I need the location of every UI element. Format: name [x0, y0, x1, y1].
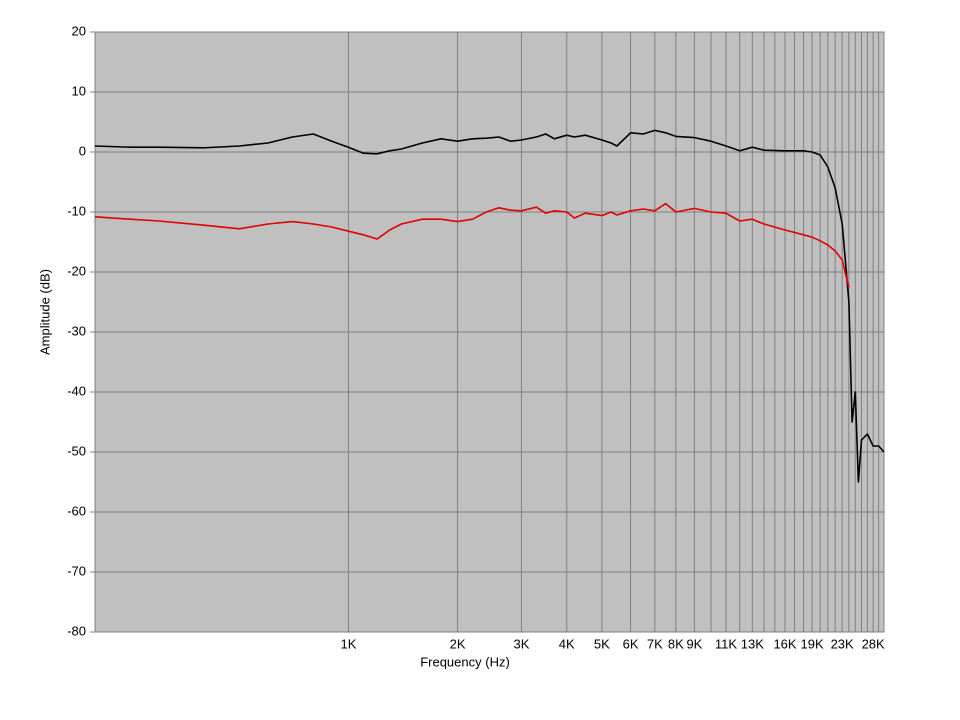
x-tick-label: 8K [668, 636, 684, 651]
y-tick-label: -20 [67, 263, 86, 278]
x-tick-label: 5K [594, 636, 610, 651]
x-tick-label: 23K [831, 636, 854, 651]
y-axis-label: Amplitude (dB) [37, 269, 52, 355]
x-tick-label: 9K [686, 636, 702, 651]
y-tick-label: -40 [67, 383, 86, 398]
y-tick-label: -30 [67, 323, 86, 338]
series-line [94, 129, 885, 483]
y-tick-label: 20 [72, 23, 86, 38]
y-tick-label: -10 [67, 203, 86, 218]
y-tick-label: -80 [67, 623, 86, 638]
x-tick-label: 16K [773, 636, 796, 651]
x-tick-label: 3K [513, 636, 529, 651]
x-tick-label: 6K [623, 636, 639, 651]
y-tick-label: -70 [67, 563, 86, 578]
x-tick-label: 1K [340, 636, 356, 651]
x-tick-label: 2K [450, 636, 466, 651]
y-tick-label: 10 [72, 83, 86, 98]
series-line [94, 202, 850, 288]
y-tick-label: -60 [67, 503, 86, 518]
x-tick-label: 11K [715, 636, 737, 651]
x-tick-label: 4K [559, 636, 575, 651]
x-tick-label: 19K [801, 636, 824, 651]
x-tick-label: 28K [862, 636, 885, 651]
x-tick-label: 13K [741, 636, 764, 651]
x-axis-label: Frequency (Hz) [420, 654, 510, 669]
y-tick-label: -50 [67, 443, 86, 458]
x-tick-label: 7K [647, 636, 663, 651]
y-tick-label: 0 [79, 143, 86, 158]
